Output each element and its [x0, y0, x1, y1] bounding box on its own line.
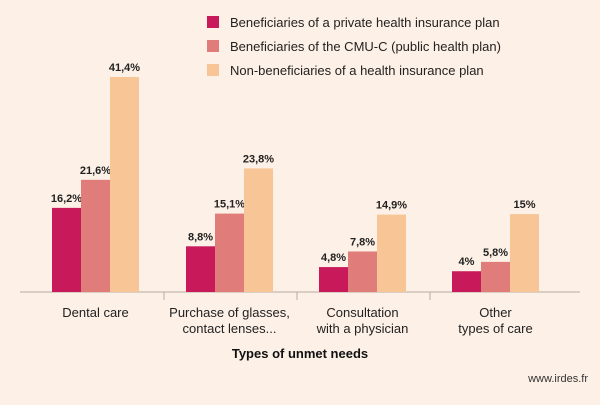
category-label: Dental care: [62, 305, 128, 320]
bar: [319, 267, 348, 292]
legend-label-private: Beneficiaries of a private health insura…: [230, 14, 500, 30]
data-label: 7,8%: [350, 236, 375, 248]
data-label: 5,8%: [483, 247, 508, 259]
category-label: Other: [479, 305, 512, 320]
legend-swatch-private: [207, 16, 219, 28]
data-label: 14,9%: [376, 200, 407, 212]
bar: [215, 213, 244, 292]
category-label: Consultation: [326, 305, 398, 320]
data-label: 21,6%: [80, 165, 111, 177]
legend-swatch-cmuc: [207, 40, 219, 52]
bar: [510, 214, 539, 292]
data-label: 16,2%: [51, 193, 82, 205]
bar: [186, 246, 215, 292]
legend-item-cmuc: Beneficiaries of the CMU-C (public healt…: [207, 34, 501, 58]
source-credit: www.irdes.fr: [528, 373, 588, 385]
category-label: with a physician: [316, 321, 409, 336]
bar: [377, 214, 406, 292]
legend-item-private: Beneficiaries of a private health insura…: [207, 10, 501, 34]
legend-swatch-none: [207, 64, 219, 76]
bar: [481, 261, 510, 292]
category-label: Purchase of glasses,: [169, 305, 290, 320]
x-axis-title: Types of unmet needs: [231, 346, 369, 361]
data-label: 4%: [459, 256, 475, 268]
legend-label-none: Non-beneficiaries of a health insurance …: [230, 62, 484, 78]
bar: [244, 168, 273, 292]
legend-label-cmuc: Beneficiaries of the CMU-C (public healt…: [230, 38, 501, 54]
data-label: 4,8%: [321, 252, 346, 264]
bar: [348, 251, 377, 292]
bar: [452, 271, 481, 292]
category-label: types of care: [458, 321, 532, 336]
legend: Beneficiaries of a private health insura…: [207, 10, 501, 82]
data-label: 8,8%: [188, 231, 213, 243]
bar: [110, 77, 139, 292]
data-label: 15%: [513, 199, 535, 211]
bar: [81, 179, 110, 292]
data-label: 41,4%: [109, 62, 140, 74]
bar: [52, 207, 81, 292]
data-label: 15,1%: [214, 199, 245, 211]
category-label: contact lenses...: [183, 321, 277, 336]
data-label: 23,8%: [243, 153, 274, 165]
legend-item-none: Non-beneficiaries of a health insurance …: [207, 58, 501, 82]
